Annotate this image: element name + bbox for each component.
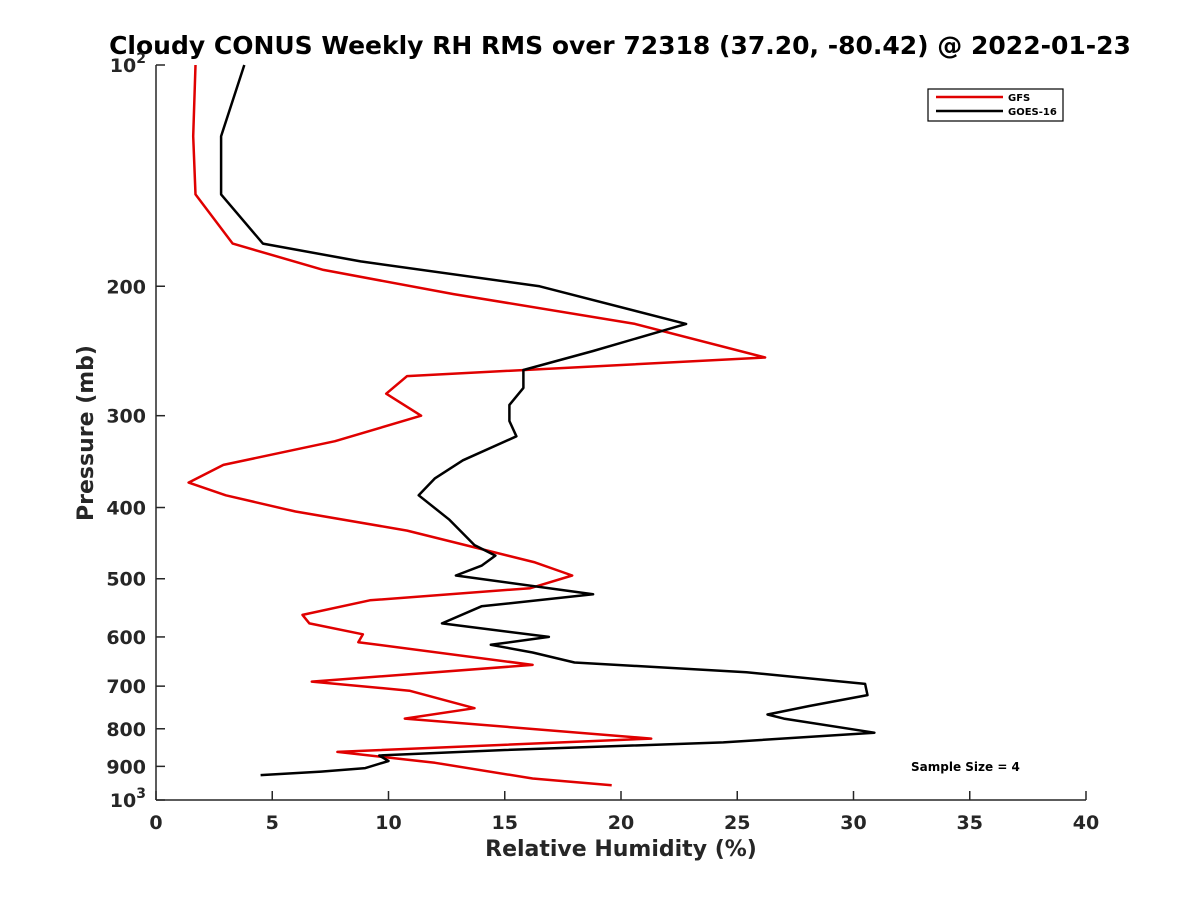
x-tick-label: 40 [1073, 812, 1099, 834]
x-tick-label: 20 [608, 812, 634, 834]
y-axis-label: Pressure (mb) [74, 345, 99, 521]
y-tick-label: 200 [106, 276, 146, 298]
chart-title: Cloudy CONUS Weekly RH RMS over 72318 (3… [109, 31, 1131, 60]
legend-box [927, 88, 1064, 122]
x-tick-label: 35 [957, 812, 983, 834]
series-line-gfs [187, 64, 767, 787]
y-tick-label: 600 [106, 627, 146, 649]
legend: GFS GOES-16 [927, 88, 1064, 122]
x-tick-label: 0 [149, 812, 162, 834]
x-tick-label: 15 [492, 812, 518, 834]
x-tick-label: 5 [266, 812, 279, 834]
y-tick-label: 800 [106, 719, 146, 741]
y-tick-label: 103 [110, 786, 146, 812]
legend-label-goes16: GOES-16 [1008, 107, 1057, 118]
x-tick-label: 30 [840, 812, 866, 834]
x-axis-ticks: 0 5 10 15 20 25 30 35 40 [149, 791, 1099, 834]
y-tick-label: 102 [110, 51, 146, 77]
x-tick-label: 10 [375, 812, 401, 834]
series-line-goes-16 [219, 64, 876, 777]
legend-label-gfs: GFS [1008, 93, 1030, 104]
y-axis-ticks: 102 200 300 400 500 600 700 800 900 103 [106, 51, 165, 812]
y-tick-label: 700 [106, 676, 146, 698]
series-layer [187, 64, 876, 787]
y-tick-label: 400 [106, 498, 146, 520]
y-tick-label: 900 [106, 756, 146, 778]
sample-size-annotation: Sample Size = 4 [911, 760, 1020, 774]
y-tick-label: 500 [106, 569, 146, 591]
x-axis-label: Relative Humidity (%) [485, 837, 757, 862]
y-tick-label: 300 [106, 406, 146, 428]
x-tick-label: 25 [724, 812, 750, 834]
